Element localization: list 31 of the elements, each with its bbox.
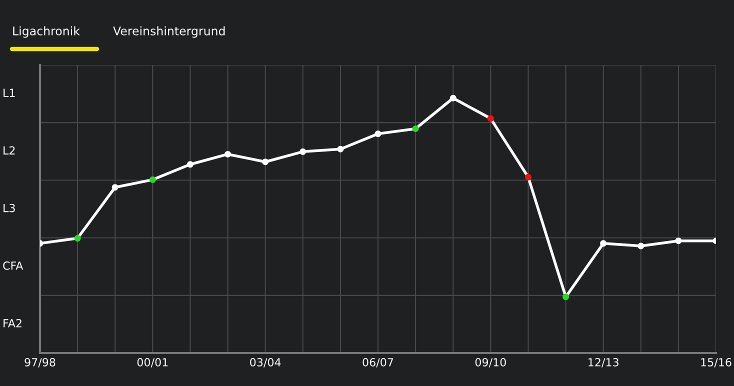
x-tick-label: 06/07 bbox=[362, 358, 394, 368]
x-tick-label: 09/10 bbox=[475, 358, 506, 368]
point bbox=[262, 158, 269, 166]
point bbox=[412, 125, 419, 132]
text: Ligachronik bbox=[13, 26, 80, 38]
text: FA2 bbox=[4, 319, 22, 328]
x-tick-label: 03/04 bbox=[250, 358, 281, 368]
point bbox=[638, 242, 644, 250]
point bbox=[149, 176, 156, 183]
text: CFA bbox=[3, 261, 24, 270]
x-tick-label: 97/98 bbox=[24, 358, 56, 368]
point bbox=[224, 150, 232, 158]
text: L2 bbox=[4, 146, 15, 154]
point bbox=[675, 238, 682, 244]
point bbox=[562, 294, 570, 300]
x-tick-label: 12/13 bbox=[588, 358, 618, 368]
point bbox=[374, 130, 382, 138]
point bbox=[74, 235, 81, 242]
x-tick-label: 00/01 bbox=[137, 358, 168, 368]
point bbox=[112, 184, 118, 191]
point bbox=[337, 146, 344, 152]
text: Vereinshintergrund bbox=[113, 26, 225, 38]
x-tick-label: 15/16 bbox=[701, 358, 732, 368]
point bbox=[600, 240, 607, 247]
point bbox=[524, 174, 532, 180]
point bbox=[186, 161, 194, 168]
text: L3 bbox=[4, 204, 15, 212]
point bbox=[300, 148, 306, 155]
point bbox=[450, 94, 456, 102]
point bbox=[487, 115, 494, 122]
text: L1 bbox=[4, 88, 15, 97]
